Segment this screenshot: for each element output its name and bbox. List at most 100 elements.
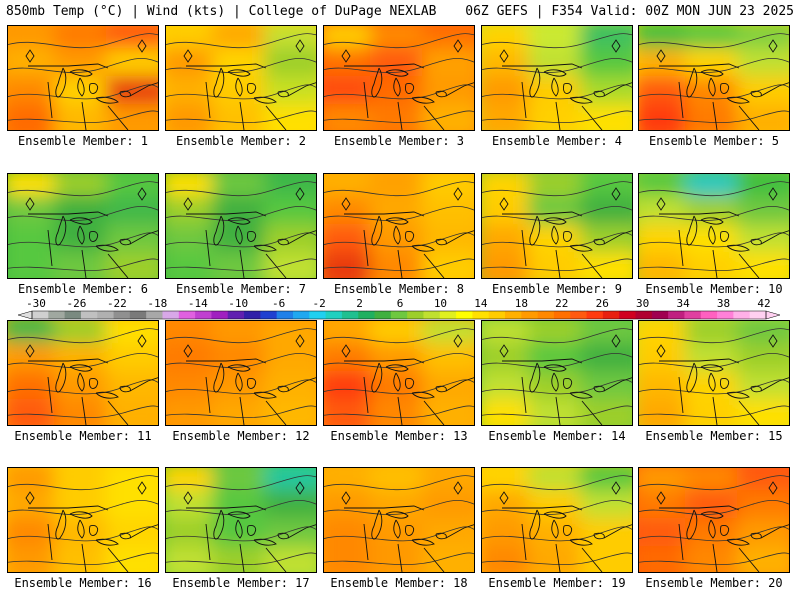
geographic-outline xyxy=(708,372,716,392)
colorbar-swatch xyxy=(129,311,147,319)
contour-line xyxy=(324,552,474,565)
colorbar-swatch xyxy=(390,311,408,319)
temperature-field-map xyxy=(8,468,158,572)
geographic-outline xyxy=(77,225,85,245)
colorbar-swatch xyxy=(195,311,212,319)
colorbar-swatch xyxy=(733,311,751,319)
geographic-outline xyxy=(77,77,85,97)
geographic-outline xyxy=(344,63,425,69)
geographic-outline xyxy=(712,396,718,425)
ensemble-member-panel xyxy=(638,25,790,131)
colorbar-swatch xyxy=(456,311,473,319)
colorbar-swatch xyxy=(244,311,261,319)
ensemble-member-panel xyxy=(323,320,475,426)
geographic-outline xyxy=(107,105,129,130)
geographic-outline xyxy=(81,543,87,572)
contour-line xyxy=(639,552,789,565)
geographic-outline xyxy=(344,211,425,217)
geographic-outline xyxy=(129,524,158,539)
temperature-field-map xyxy=(324,321,474,425)
ensemble-member-label: Ensemble Member: 8 xyxy=(333,282,465,296)
geographic-outline xyxy=(678,376,684,414)
geographic-outline xyxy=(213,215,225,246)
colorbar-swatch xyxy=(97,311,115,319)
geographic-outline xyxy=(720,525,730,537)
temperature-field-map xyxy=(482,174,632,278)
ensemble-member-panel xyxy=(165,173,317,279)
ensemble-member-label: Ensemble Member: 19 xyxy=(488,576,626,590)
geographic-outline xyxy=(712,101,718,130)
geographic-outline xyxy=(502,505,583,511)
contour-line xyxy=(166,206,316,221)
colorbar-tick-label: -6 xyxy=(272,297,286,310)
geographic-outline xyxy=(555,396,561,425)
contour-line xyxy=(482,328,632,344)
geographic-outline xyxy=(499,491,509,505)
colorbar-tick-label: 10 xyxy=(433,297,448,310)
geographic-outline xyxy=(186,211,267,217)
contour-line xyxy=(324,353,474,368)
contour-line xyxy=(482,33,632,49)
colorbar-swatch xyxy=(80,311,98,319)
geographic-outline xyxy=(25,491,35,505)
geographic-outline xyxy=(551,77,559,97)
temperature-field-map xyxy=(8,174,158,278)
geographic-outline xyxy=(569,391,593,399)
geographic-outline xyxy=(555,543,561,572)
geographic-outline xyxy=(129,230,158,245)
geographic-outline xyxy=(239,101,245,130)
contour-line xyxy=(482,181,632,197)
geographic-outline xyxy=(235,77,243,97)
geographic-outline xyxy=(603,377,632,392)
contour-line xyxy=(8,379,158,395)
geographic-outline xyxy=(77,372,85,392)
geographic-outline xyxy=(81,396,87,425)
temperature-field-map xyxy=(8,321,158,425)
geographic-outline xyxy=(712,249,718,278)
geographic-outline xyxy=(265,253,287,278)
temperature-colorbar xyxy=(18,310,780,320)
geographic-outline xyxy=(393,225,401,245)
contour-line xyxy=(166,353,316,368)
geographic-outline xyxy=(551,519,559,539)
ensemble-member-label: Ensemble Member: 1 xyxy=(17,134,149,148)
colorbar-tick-label: 26 xyxy=(595,297,609,310)
ensemble-member-panel xyxy=(323,173,475,279)
contour-line xyxy=(324,84,474,100)
ensemble-member-panel xyxy=(7,25,159,131)
geographic-outline xyxy=(265,547,287,572)
contour-line xyxy=(324,258,474,271)
geographic-outline xyxy=(760,524,789,539)
geographic-outline xyxy=(69,511,93,519)
geographic-outline xyxy=(107,400,129,425)
colorbar-tick-label: 2 xyxy=(356,297,363,310)
geographic-outline xyxy=(529,362,541,393)
geographic-outline xyxy=(738,105,760,130)
geographic-outline xyxy=(656,197,666,211)
geographic-outline xyxy=(253,96,277,104)
contour-line xyxy=(8,328,158,344)
contour-line xyxy=(639,206,789,221)
geographic-outline xyxy=(569,96,593,104)
contour-line xyxy=(482,258,632,271)
geographic-outline xyxy=(287,82,316,97)
contour-line xyxy=(324,500,474,515)
geographic-outline xyxy=(95,96,119,104)
geographic-outline xyxy=(393,77,401,97)
colorbar-swatch xyxy=(602,311,620,319)
colorbar-high-arrow xyxy=(765,310,780,320)
geographic-outline xyxy=(678,229,684,267)
ensemble-member-panel xyxy=(481,173,633,279)
ensemble-member-label: Ensemble Member: 20 xyxy=(645,576,783,590)
geographic-outline xyxy=(453,334,463,348)
geographic-outline xyxy=(726,96,750,104)
contour-line xyxy=(639,84,789,100)
geographic-outline xyxy=(81,249,87,278)
geographic-outline xyxy=(385,364,409,372)
geographic-outline xyxy=(287,524,316,539)
geographic-outline xyxy=(405,525,415,537)
contour-line xyxy=(8,500,158,515)
temperature-field-map xyxy=(324,26,474,130)
geographic-outline xyxy=(453,481,463,495)
geographic-outline xyxy=(253,391,277,399)
